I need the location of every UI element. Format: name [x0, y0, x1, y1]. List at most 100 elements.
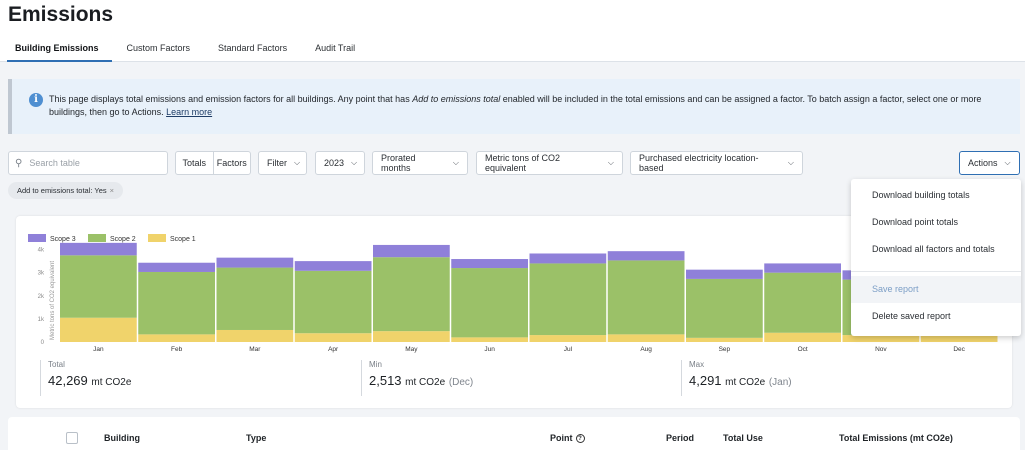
stat-number: 2,513 — [369, 373, 402, 388]
column-header-period[interactable]: Period — [666, 433, 695, 443]
stat-label: Total — [48, 360, 65, 369]
bar-segment-scope-1 — [60, 317, 137, 342]
header: Emissions Building Emissions Custom Fact… — [0, 0, 1025, 62]
proration-select[interactable]: Prorated months ⌵ — [372, 151, 468, 175]
x-tick-label: Apr — [328, 346, 339, 353]
bar-segment-scope-2 — [216, 267, 294, 330]
chevron-down-icon: ⌵ — [452, 158, 459, 167]
bar-segment-scope-3 — [686, 269, 763, 279]
banner-text-part: enabled will be included in the total em… — [49, 94, 982, 117]
legend-swatch — [28, 234, 46, 242]
bar-segment-scope-1 — [138, 334, 215, 342]
stat-number: 4,291 — [689, 373, 722, 388]
x-tick-label: Sep — [719, 346, 731, 353]
x-tick-label: Jun — [484, 346, 495, 353]
search-input[interactable]: ⚲ Search table — [8, 151, 168, 175]
x-tick-label: Dec — [953, 346, 965, 353]
y-tick-label: 4k — [38, 248, 45, 254]
stat-max: Max 4,291 mt CO2e (Jan) — [681, 360, 981, 396]
bar-segment-scope-1 — [842, 335, 920, 342]
active-filter-chip[interactable]: Add to emissions total: Yes × — [8, 182, 124, 199]
bar-segment-scope-2 — [529, 263, 607, 336]
stat-min: Min 2,513 mt CO2e (Dec) — [361, 360, 661, 396]
bar-segment-scope-1 — [607, 334, 685, 342]
bar-segment-scope-1 — [920, 333, 998, 342]
x-tick-label: Jul — [564, 346, 573, 353]
info-banner-text: This page displays total emissions and e… — [49, 93, 1014, 119]
banner-emphasis: Add to emissions total — [412, 94, 501, 104]
x-tick-label: Aug — [640, 346, 652, 353]
chevron-down-icon: ⌵ — [294, 158, 301, 167]
stat-total: Total 42,269 mt CO2e — [40, 360, 340, 396]
bar-segment-scope-3 — [529, 253, 607, 264]
factors-toggle-button[interactable]: Factors — [216, 158, 247, 168]
proration-label: Prorated months — [381, 153, 416, 173]
tab-custom-factors[interactable]: Custom Factors — [126, 43, 191, 53]
tab-audit-trail[interactable]: Audit Trail — [315, 43, 356, 53]
y-tick-label: 1k — [38, 317, 45, 323]
menu-divider — [851, 271, 1021, 272]
search-icon: ⚲ — [15, 157, 23, 169]
y-tick-label: 3k — [38, 271, 45, 277]
chevron-down-icon: ⌵ — [607, 158, 614, 167]
bar-segment-scope-3 — [607, 251, 685, 261]
stat-unit: mt CO2e — [91, 377, 132, 388]
select-all-checkbox[interactable] — [66, 432, 78, 444]
tab-building-emissions[interactable]: Building Emissions — [0, 40, 112, 62]
filter-label: Filter — [267, 158, 287, 168]
actions-button[interactable]: Actions ⌵ — [959, 151, 1020, 175]
stat-unit: mt CO2e — [405, 377, 446, 388]
y-tick-label: 2k — [38, 294, 45, 300]
menu-download-point-totals[interactable]: Download point totals — [872, 217, 959, 227]
filter-button[interactable]: Filter ⌵ — [258, 151, 307, 175]
units-label: Metric tons of CO2 equivalent — [485, 153, 561, 173]
electricity-method-label: Purchased electricity location-based — [639, 153, 759, 173]
column-header-total-emissions[interactable]: Total Emissions (mt CO2e) — [839, 433, 953, 443]
bar-segment-scope-2 — [294, 270, 372, 334]
actions-label: Actions — [968, 158, 998, 168]
column-header-type[interactable]: Type — [246, 433, 267, 443]
close-icon[interactable]: × — [109, 186, 115, 195]
legend-label: Scope 2 — [110, 236, 136, 243]
electricity-method-select[interactable]: Purchased electricity location-based ⌵ — [630, 151, 803, 175]
totals-toggle-button[interactable]: Totals — [176, 152, 214, 174]
emissions-table: Building Type Point? Period Total Use To… — [8, 417, 1020, 450]
column-header-total-use[interactable]: Total Use — [723, 433, 763, 443]
bar-segment-scope-3 — [216, 257, 294, 268]
year-select[interactable]: 2023 ⌵ — [315, 151, 365, 175]
tab-standard-factors[interactable]: Standard Factors — [218, 43, 288, 53]
bar-segment-scope-2 — [686, 278, 763, 338]
stat-unit: mt CO2e — [725, 377, 766, 388]
chevron-down-icon: ⌵ — [787, 158, 794, 167]
bar-segment-scope-3 — [373, 244, 450, 258]
bar-segment-scope-2 — [764, 272, 841, 333]
bar-segment-scope-3 — [60, 242, 137, 256]
legend-swatch — [88, 234, 106, 242]
menu-delete-saved-report[interactable]: Delete saved report — [872, 311, 951, 321]
emissions-chart-card: Scope 3 Scope 2 Scope 1 Metric tons of CO2 … — [16, 216, 1012, 408]
info-icon: i — [29, 93, 43, 107]
legend-swatch — [148, 234, 166, 242]
stat-label: Max — [689, 360, 705, 369]
learn-more-link[interactable]: Learn more — [166, 107, 213, 117]
column-header-building[interactable]: Building — [104, 433, 140, 443]
chevron-down-icon: ⌵ — [1004, 158, 1011, 167]
stats-row: Total 42,269 mt CO2e Min 2,513 mt CO2e (… — [16, 360, 1012, 400]
legend-label: Scope 1 — [170, 236, 196, 243]
legend-label: Scope 3 — [50, 236, 76, 243]
stat-value: 4,291 mt CO2e (Jan) — [689, 372, 981, 392]
stat-month: (Dec) — [448, 377, 474, 388]
search-placeholder: Search table — [29, 158, 80, 168]
y-axis-label: Metric tons of CO2 equivalent — [50, 261, 56, 340]
stat-value: 2,513 mt CO2e (Dec) — [369, 372, 661, 392]
units-select[interactable]: Metric tons of CO2 equivalent ⌵ — [476, 151, 623, 175]
column-header-point[interactable]: Point? — [550, 433, 585, 443]
x-tick-label: Nov — [875, 346, 887, 353]
x-tick-label: Feb — [171, 346, 183, 353]
menu-download-all-factors[interactable]: Download all factors and totals — [872, 244, 995, 254]
bar-segment-scope-1 — [216, 329, 294, 342]
help-icon[interactable]: ? — [575, 434, 585, 443]
bar-segment-scope-1 — [373, 331, 450, 342]
bar-segment-scope-3 — [764, 263, 841, 273]
menu-download-building-totals[interactable]: Download building totals — [872, 190, 970, 200]
